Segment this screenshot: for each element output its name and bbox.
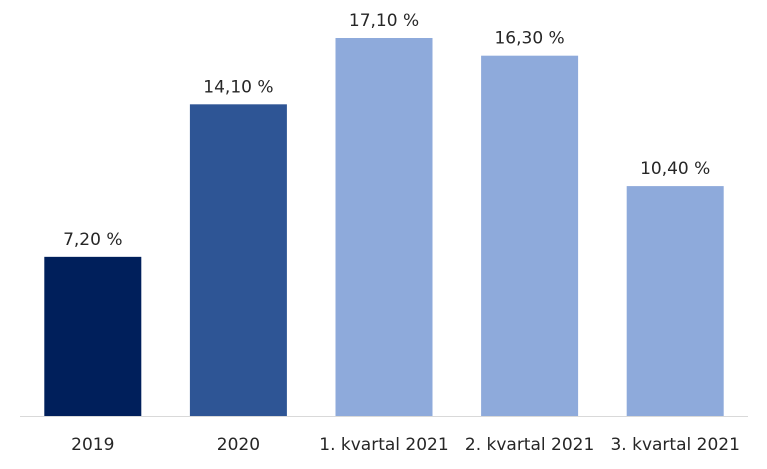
- bars-group: [44, 38, 724, 417]
- category-label-3: 1. kvartal 2021: [319, 435, 448, 455]
- bar-2: [189, 104, 287, 416]
- value-label-2: 14,10 %: [203, 77, 273, 97]
- bar-5: [626, 186, 724, 416]
- category-label-2: 2020: [217, 435, 260, 455]
- bar-1: [44, 256, 142, 416]
- value-label-3: 17,10 %: [349, 11, 419, 31]
- category-label-1: 2019: [71, 435, 114, 455]
- value-label-4: 16,30 %: [494, 29, 564, 49]
- category-label-5: 3. kvartal 2021: [610, 435, 739, 455]
- value-label-5: 10,40 %: [640, 159, 710, 179]
- value-labels-group: 7,20 % 14,10 % 17,10 % 16,30 % 10,40 %: [63, 11, 710, 250]
- category-label-4: 2. kvartal 2021: [465, 435, 594, 455]
- category-labels-group: 2019 2020 1. kvartal 2021 2. kvartal 2021 3.…: [71, 435, 740, 455]
- value-label-1: 7,20 %: [63, 230, 122, 250]
- bar-3: [335, 38, 433, 416]
- bar-4: [481, 55, 579, 417]
